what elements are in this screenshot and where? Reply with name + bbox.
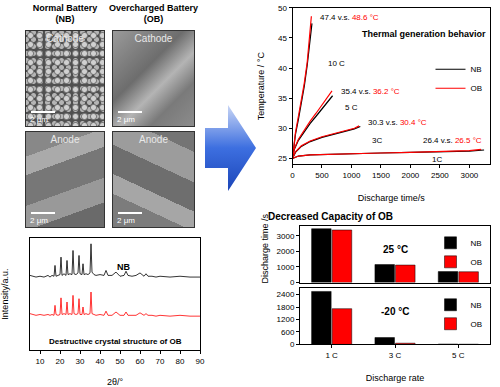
svg-text:10: 10 xyxy=(36,357,45,366)
html-text:2 μm: 2 μm xyxy=(30,216,48,225)
svg-text:NB: NB xyxy=(117,262,130,272)
svg-text:1000: 1000 xyxy=(277,263,295,272)
svg-text:Intensity/a.u.: Intensity/a.u. xyxy=(0,269,10,320)
svg-text:45: 45 xyxy=(278,34,287,43)
svg-text:40: 40 xyxy=(278,64,287,73)
svg-text:NB: NB xyxy=(471,301,482,310)
svg-text:0: 0 xyxy=(290,340,295,349)
svg-text:50: 50 xyxy=(116,357,125,366)
svg-text:Discharge rate: Discharge rate xyxy=(366,373,425,383)
svg-text:5 C: 5 C xyxy=(345,103,358,112)
svg-text:OB: OB xyxy=(471,320,483,329)
html-text:Cathode: Cathode xyxy=(46,33,84,44)
svg-text:NB: NB xyxy=(471,239,482,248)
svg-text:25 °C: 25 °C xyxy=(383,244,408,255)
html-text:(NB): (NB) xyxy=(55,14,75,24)
svg-text:50: 50 xyxy=(278,4,287,13)
html-text:(OB): (OB) xyxy=(143,14,164,24)
svg-text:Temperature / °C: Temperature / °C xyxy=(257,52,267,121)
svg-text:Discharge time /s: Discharge time /s xyxy=(260,213,270,283)
svg-text:5 C: 5 C xyxy=(452,351,465,360)
svg-text:NB: NB xyxy=(471,65,482,74)
svg-text:-20 °C: -20 °C xyxy=(381,306,409,317)
svg-text:90: 90 xyxy=(196,357,205,366)
svg-text:2400: 2400 xyxy=(277,290,295,299)
html-text:Normal Battery: Normal Battery xyxy=(32,3,98,13)
svg-text:Destructive crystal structure: Destructive crystal structure of OB xyxy=(49,337,182,346)
html-text:Overcharged Battery: Overcharged Battery xyxy=(109,3,198,13)
svg-text:OB: OB xyxy=(471,84,483,93)
svg-text:1800: 1800 xyxy=(277,303,295,312)
svg-text:26.4 v.s. 26.5 °C: 26.4 v.s. 26.5 °C xyxy=(423,136,482,145)
svg-text:1500: 1500 xyxy=(372,171,390,180)
svg-text:3000: 3000 xyxy=(460,171,478,180)
svg-text:0: 0 xyxy=(290,278,295,287)
svg-text:2000: 2000 xyxy=(402,171,420,180)
svg-text:35: 35 xyxy=(278,94,287,103)
svg-text:2000: 2000 xyxy=(277,247,295,256)
html-text:2 μm: 2 μm xyxy=(117,115,135,124)
svg-text:35.4 v.s. 36.2 °C: 35.4 v.s. 36.2 °C xyxy=(341,87,400,96)
html-text:Cathode: Cathode xyxy=(134,33,173,44)
svg-text:2500: 2500 xyxy=(431,171,449,180)
svg-text:30: 30 xyxy=(278,124,287,133)
html-text:2 μm: 2 μm xyxy=(117,216,135,225)
svg-text:30: 30 xyxy=(76,357,85,366)
svg-text:1C: 1C xyxy=(432,155,442,164)
svg-text:Decreased Capacity of OB: Decreased Capacity of OB xyxy=(268,211,393,222)
svg-text:2θ/°: 2θ/° xyxy=(107,377,124,387)
svg-text:0: 0 xyxy=(290,171,295,180)
svg-text:3000: 3000 xyxy=(277,232,295,241)
svg-text:47.4 v.s. 48.6 °C: 47.4 v.s. 48.6 °C xyxy=(320,13,379,22)
svg-text:80: 80 xyxy=(176,357,185,366)
html-text:Anode: Anode xyxy=(50,134,80,145)
svg-text:500: 500 xyxy=(315,171,329,180)
svg-text:25: 25 xyxy=(278,154,287,163)
svg-text:600: 600 xyxy=(281,328,295,337)
svg-text:70: 70 xyxy=(156,357,165,366)
svg-text:1000: 1000 xyxy=(343,171,361,180)
svg-text:40: 40 xyxy=(96,357,105,366)
svg-text:OB: OB xyxy=(471,258,483,267)
svg-text:3C: 3C xyxy=(372,136,382,145)
svg-text:10 C: 10 C xyxy=(328,59,345,68)
svg-text:1200: 1200 xyxy=(277,315,295,324)
svg-text:1 C: 1 C xyxy=(325,351,338,360)
svg-text:30.3 v.s. 30.4 °C: 30.3 v.s. 30.4 °C xyxy=(368,118,427,127)
svg-text:20: 20 xyxy=(56,357,65,366)
svg-text:Discharge time/s: Discharge time/s xyxy=(358,193,426,203)
svg-text:Thermal generation behavior: Thermal generation behavior xyxy=(362,29,486,39)
svg-text:60: 60 xyxy=(136,357,145,366)
html-text:Anode: Anode xyxy=(139,134,168,145)
html-text:2 μm: 2 μm xyxy=(30,115,48,124)
svg-text:3 C: 3 C xyxy=(389,351,402,360)
